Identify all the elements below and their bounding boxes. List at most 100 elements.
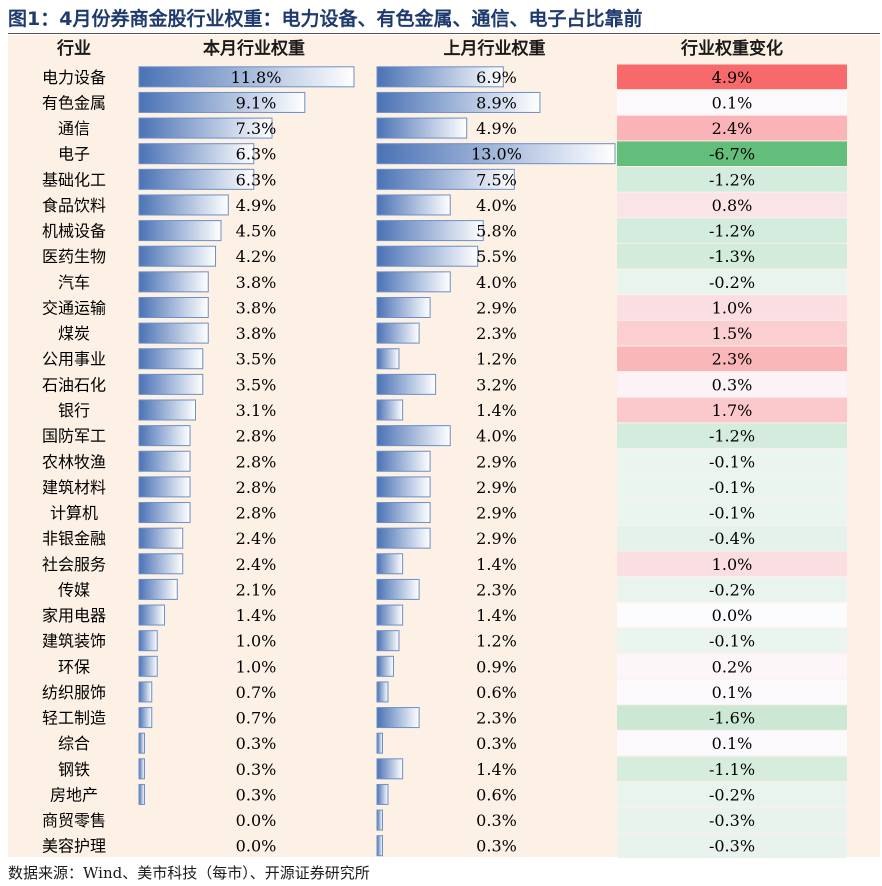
table-row: 公用事业 3.5% 1.2% 2.3%	[42, 346, 847, 372]
current-weight-bar	[138, 681, 153, 703]
current-weight-label: 4.2%	[236, 247, 277, 266]
previous-weight-label: 4.0%	[476, 427, 517, 446]
industry-name: 公用事业	[42, 350, 106, 369]
current-weight-label: 4.5%	[236, 222, 277, 241]
weight-change-label: 0.1%	[712, 683, 753, 702]
industry-name: 交通运输	[42, 298, 106, 317]
weight-change-label: -0.2%	[709, 785, 755, 804]
industry-name: 有色金属	[42, 93, 106, 112]
weight-change-cell	[617, 602, 847, 628]
weight-change-label: 0.0%	[712, 606, 753, 625]
current-weight-label: 3.1%	[236, 401, 277, 420]
weight-change-label: -0.2%	[709, 273, 755, 292]
weight-change-label: -1.1%	[709, 760, 755, 779]
previous-weight-label: 4.9%	[476, 119, 517, 138]
weight-change-label: -0.2%	[709, 580, 755, 599]
table-row: 美容护理 0.0% 0.3% -0.3%	[42, 833, 847, 859]
current-weight-bar	[138, 399, 196, 421]
previous-weight-label: 1.4%	[476, 401, 517, 420]
previous-weight-bar	[376, 245, 479, 267]
industry-name: 建筑装饰	[42, 632, 106, 651]
previous-weight-bar	[376, 271, 451, 293]
weight-change-label: 0.2%	[712, 657, 753, 676]
weight-change-cell	[617, 782, 847, 807]
industry-name: 商贸零售	[42, 811, 106, 830]
title-divider	[8, 33, 880, 34]
previous-weight-bar	[376, 502, 431, 524]
weight-change-cell	[617, 423, 847, 448]
industry-name: 传媒	[58, 580, 90, 599]
current-weight-bar	[138, 630, 158, 652]
previous-weight-bar	[376, 66, 504, 88]
weight-change-label: -1.3%	[709, 247, 755, 266]
weight-change-cell	[617, 448, 847, 474]
previous-weight-bar	[376, 91, 541, 113]
current-weight-bar	[138, 66, 355, 88]
table-row: 煤炭 3.8% 2.3% 1.5%	[58, 320, 847, 346]
current-weight-label: 2.8%	[236, 478, 277, 497]
previous-weight-bar	[376, 630, 400, 652]
previous-weight-bar	[376, 143, 616, 165]
table-row: 汽车 3.8% 4.0% -0.2%	[58, 269, 847, 295]
previous-weight-bar	[376, 117, 468, 139]
previous-weight-label: 0.3%	[476, 734, 517, 753]
table-row: 钢铁 0.3% 1.4% -1.1%	[58, 756, 847, 782]
weight-change-cell	[617, 90, 847, 115]
chart-title: 图1：4月份券商金股行业权重：电力设备、有色金属、通信、电子占比靠前	[8, 8, 643, 30]
current-weight-label: 0.7%	[236, 683, 277, 702]
weight-change-label: -1.6%	[709, 709, 755, 728]
current-weight-bar	[138, 732, 145, 754]
current-weight-bar	[138, 604, 166, 626]
current-weight-label: 4.9%	[236, 196, 277, 215]
weight-change-label: 1.7%	[712, 401, 753, 420]
current-weight-bar	[138, 578, 178, 600]
table-row: 机械设备 4.5% 5.8% -1.2%	[42, 218, 847, 243]
industry-name: 轻工制造	[42, 709, 106, 728]
table-row: 建筑材料 2.8% 2.9% -0.1%	[42, 474, 847, 500]
previous-weight-label: 0.9%	[476, 657, 517, 676]
industry-name: 钢铁	[58, 760, 90, 779]
previous-weight-label: 0.3%	[476, 837, 517, 856]
current-weight-bar	[138, 502, 191, 524]
weight-change-label: -0.3%	[709, 837, 755, 856]
table-row: 计算机 2.8% 2.9% -0.1%	[50, 500, 847, 525]
previous-weight-bar	[376, 681, 389, 703]
current-weight-label: 2.8%	[236, 504, 277, 523]
previous-weight-label: 8.9%	[476, 93, 517, 112]
previous-weight-bar	[376, 527, 431, 549]
weight-change-cell	[617, 577, 847, 602]
current-weight-label: 1.4%	[236, 606, 277, 625]
table-row: 房地产 0.3% 0.6% -0.2%	[50, 782, 847, 807]
previous-weight-bar	[376, 194, 451, 216]
industry-name: 计算机	[50, 504, 98, 523]
table-row: 非银金融 2.4% 2.9% -0.4%	[42, 525, 847, 551]
current-weight-bar	[138, 220, 222, 242]
current-weight-label: 7.3%	[236, 119, 277, 138]
column-header: 上月行业权重	[444, 38, 546, 59]
industry-name: 美容护理	[42, 837, 106, 856]
previous-weight-label: 2.3%	[476, 324, 517, 343]
current-weight-bar	[138, 527, 184, 549]
column-header: 行业权重变化	[680, 38, 783, 59]
current-weight-bar	[138, 271, 209, 293]
weight-change-label: 2.3%	[712, 350, 753, 369]
industry-name: 建筑材料	[42, 478, 106, 497]
previous-weight-label: 1.4%	[476, 760, 517, 779]
table-row: 银行 3.1% 1.4% 1.7%	[58, 397, 847, 423]
weight-change-label: 2.4%	[712, 119, 753, 138]
weight-change-label: -1.2%	[709, 222, 755, 241]
industry-name: 电力设备	[42, 68, 106, 87]
weight-change-label: -0.1%	[709, 632, 755, 651]
weight-change-cell	[617, 243, 847, 269]
previous-weight-label: 5.5%	[476, 247, 517, 266]
current-weight-bar	[138, 143, 255, 165]
weight-change-label: 1.0%	[712, 298, 753, 317]
previous-weight-bar	[376, 476, 431, 498]
previous-weight-bar	[376, 578, 420, 600]
weight-change-cell	[617, 167, 847, 192]
weight-change-label: -1.2%	[709, 170, 755, 189]
current-weight-label: 9.1%	[236, 93, 277, 112]
current-weight-bar	[138, 296, 209, 318]
column-header: 行业	[56, 38, 91, 59]
current-weight-bar	[138, 655, 158, 677]
